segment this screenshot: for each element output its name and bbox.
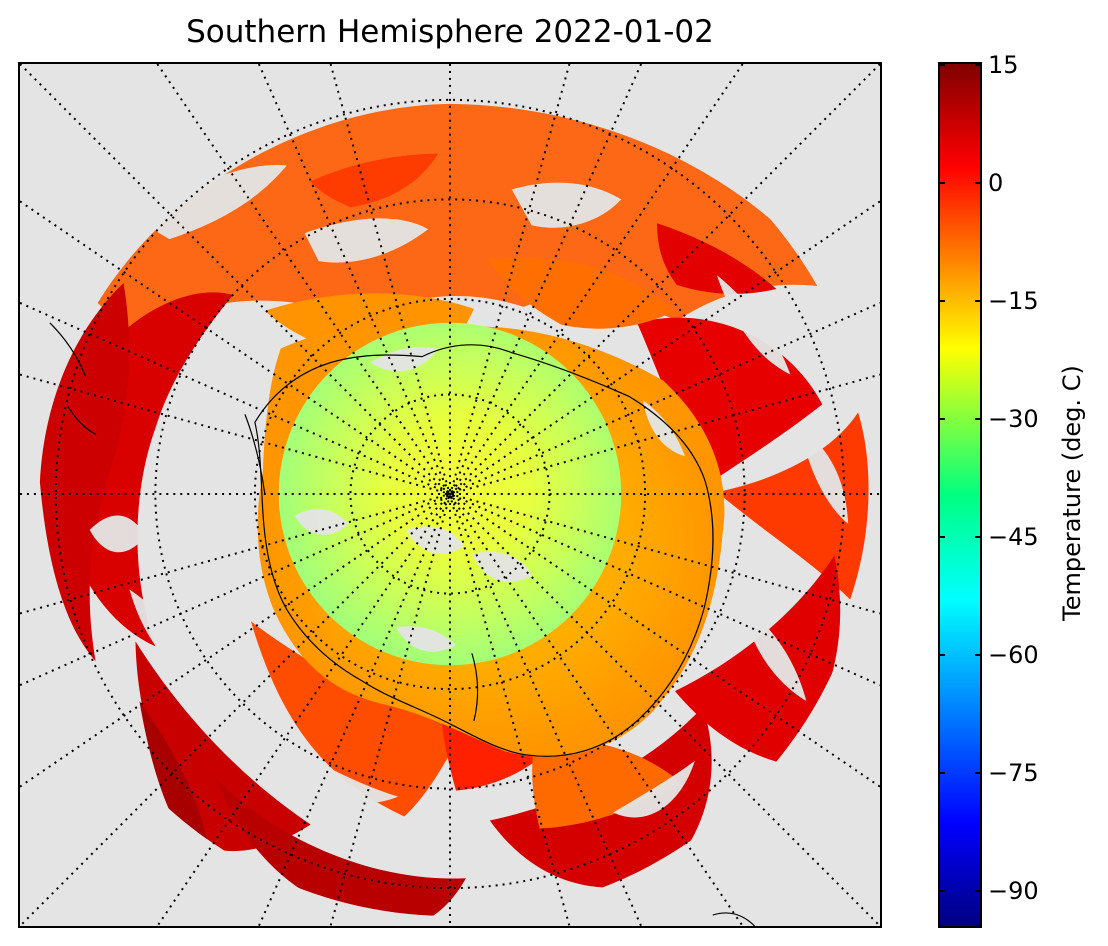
graticule — [20, 64, 880, 926]
colorbar-tick-label: 15 — [988, 51, 1019, 79]
colorbar-tick-label: −75 — [988, 759, 1039, 787]
colorbar-tick-label: −45 — [988, 523, 1039, 551]
antarctica-coastline — [49, 322, 756, 926]
colorbar-tick-label: 0 — [988, 169, 1004, 197]
colorbar-tick-label: −60 — [988, 641, 1039, 669]
map-svg — [20, 64, 880, 926]
cloud-gaps — [89, 165, 849, 855]
page-title: Southern Hemisphere 2022-01-02 — [186, 14, 714, 50]
colorbar-title: Temperature (deg. C) — [1058, 365, 1086, 621]
colorbar-tick-label: −30 — [988, 405, 1039, 433]
temperature-field — [39, 103, 869, 917]
polar-temperature-map — [18, 62, 882, 928]
colorbar-tick-label: −90 — [988, 877, 1039, 905]
colorbar-svg — [938, 62, 982, 928]
colorbar-tick-label: −15 — [988, 287, 1039, 315]
temperature-colorbar — [938, 62, 982, 928]
